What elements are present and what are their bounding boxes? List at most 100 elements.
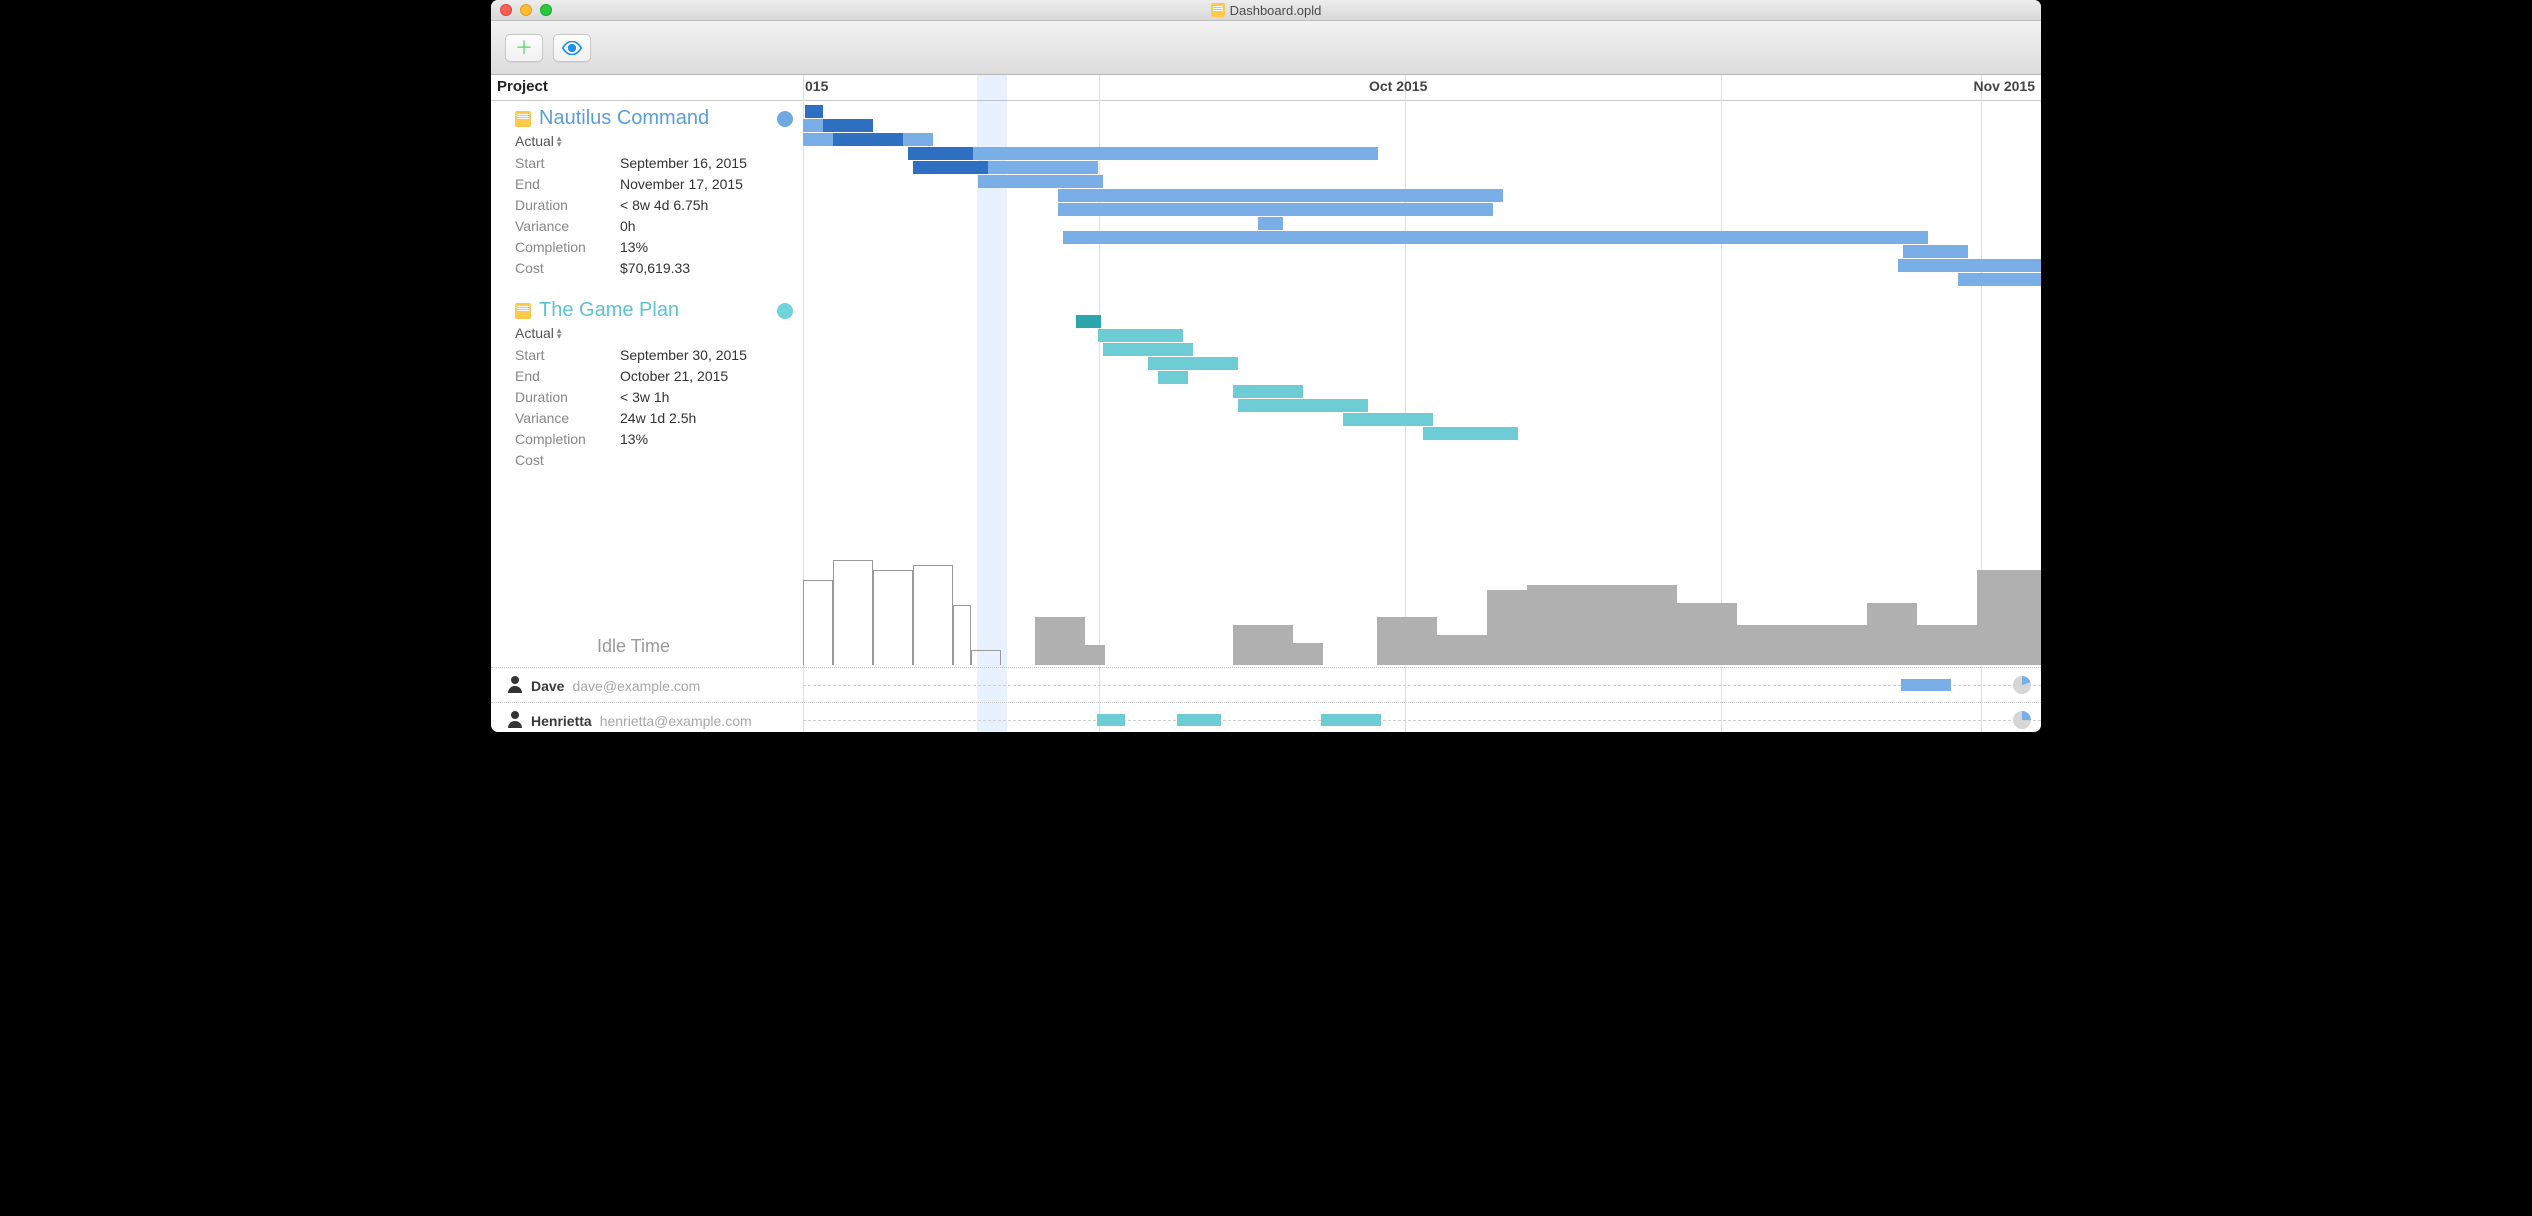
idle-bar	[1867, 603, 1917, 665]
field-row: EndNovember 17, 2015	[515, 174, 803, 195]
gantt-bar[interactable]	[1898, 259, 2041, 272]
field-value: September 30, 2015	[620, 345, 747, 366]
minimize-icon[interactable]	[520, 4, 532, 16]
project-name: The Game Plan	[539, 299, 679, 322]
person-info: Davedave@example.com	[507, 675, 787, 696]
field-label: Cost	[515, 450, 620, 471]
eye-icon	[562, 41, 582, 55]
field-row: Cost	[515, 450, 803, 471]
person-task-bar[interactable]	[1097, 714, 1125, 726]
gantt-bar[interactable]	[1098, 329, 1183, 342]
idle-time-label: Idle Time	[597, 636, 670, 657]
person-task-bar[interactable]	[1321, 714, 1381, 726]
field-value: October 21, 2015	[620, 366, 728, 387]
field-value: September 16, 2015	[620, 153, 747, 174]
person-timeline-baseline	[803, 685, 2041, 686]
field-label: Variance	[515, 216, 620, 237]
idle-outline-bar	[803, 580, 833, 665]
field-row: EndOctober 21, 2015	[515, 366, 803, 387]
field-row: Duration< 3w 1h	[515, 387, 803, 408]
gantt-bar[interactable]	[1903, 245, 1968, 258]
gantt-bar[interactable]	[1103, 343, 1193, 356]
project-column-header: Project	[497, 78, 548, 95]
idle-outline-bar	[873, 570, 913, 665]
project-block: Nautilus Command Actual▴▾ StartSeptember 1…	[491, 101, 803, 293]
person-icon	[507, 675, 523, 696]
project-status-dot	[777, 111, 793, 127]
idle-bar	[1035, 617, 1085, 665]
gantt-bar[interactable]	[1098, 147, 1378, 160]
person-email: dave@example.com	[572, 678, 700, 694]
gantt-bar[interactable]	[1148, 357, 1238, 370]
idle-bar	[1377, 617, 1437, 665]
field-value: < 8w 4d 6.75h	[620, 195, 708, 216]
field-row: Cost$70,619.33	[515, 258, 803, 279]
person-icon	[507, 710, 523, 731]
field-value: November 17, 2015	[620, 174, 743, 195]
project-status-dot	[777, 303, 793, 319]
person-row[interactable]: Davedave@example.com	[491, 667, 2041, 702]
titlebar[interactable]: Dashboard.opld	[491, 0, 2041, 21]
gantt-bar[interactable]	[1233, 385, 1303, 398]
gantt-bar[interactable]	[1076, 315, 1101, 328]
gantt-bar[interactable]	[1058, 189, 1503, 202]
project-icon	[515, 303, 531, 319]
field-label: Completion	[515, 429, 620, 450]
idle-bar	[1233, 625, 1293, 665]
gantt-bar[interactable]	[1068, 147, 1098, 160]
field-value: $70,619.33	[620, 258, 690, 279]
gantt-bar[interactable]	[1958, 273, 2041, 286]
document-icon	[1211, 3, 1225, 17]
field-label: Duration	[515, 195, 620, 216]
plus-icon: ＋	[515, 39, 533, 57]
project-block: The Game Plan Actual▴▾ StartSeptember 30, …	[491, 293, 803, 489]
gantt-bar[interactable]	[1238, 399, 1368, 412]
field-value: 0h	[620, 216, 636, 237]
idle-bar	[1527, 585, 1677, 665]
project-fields: StartSeptember 16, 2015EndNovember 17, 2…	[515, 153, 803, 279]
idle-time-chart	[803, 555, 2041, 665]
window-title: Dashboard.opld	[491, 3, 2041, 18]
window-title-text: Dashboard.opld	[1230, 3, 1322, 18]
idle-bar	[1917, 625, 1977, 665]
field-value: 24w 1d 2.5h	[620, 408, 696, 429]
idle-outline-bar	[913, 565, 953, 665]
gantt-bar[interactable]	[833, 133, 903, 146]
project-sidebar: Nautilus CommandActual▴▾StartSeptember 1…	[491, 101, 803, 489]
gantt-bar[interactable]	[1158, 371, 1188, 384]
window-controls	[500, 4, 552, 16]
gantt-bar[interactable]	[1058, 203, 1493, 216]
person-info: Henriettahenrietta@example.com	[507, 710, 787, 731]
gantt-bar[interactable]	[908, 147, 973, 160]
gantt-bar[interactable]	[1343, 413, 1433, 426]
zoom-icon[interactable]	[540, 4, 552, 16]
idle-time-section: Idle Time	[491, 555, 2041, 665]
gantt-bar[interactable]	[823, 119, 873, 132]
person-task-bar[interactable]	[1177, 714, 1221, 726]
close-icon[interactable]	[500, 4, 512, 16]
mode-selector[interactable]: Actual▴▾	[515, 325, 803, 341]
gantt-bar[interactable]	[1478, 427, 1518, 440]
gantt-bar[interactable]	[1063, 231, 1928, 244]
gantt-bar[interactable]	[805, 105, 823, 118]
project-title-row[interactable]: The Game Plan	[515, 299, 803, 322]
person-row[interactable]: Henriettahenrietta@example.com	[491, 702, 2041, 732]
toolbar: ＋	[491, 21, 2041, 75]
idle-outline-bar	[833, 560, 873, 665]
content-area: Project 015Oct 2015Nov 2015 Nautilus Com…	[491, 75, 2041, 732]
idle-bar	[1977, 570, 2041, 665]
gantt-bar[interactable]	[913, 161, 988, 174]
field-label: End	[515, 366, 620, 387]
mode-selector[interactable]: Actual▴▾	[515, 133, 803, 149]
idle-bar	[1293, 643, 1323, 665]
view-button[interactable]	[553, 34, 591, 62]
project-title-row[interactable]: Nautilus Command	[515, 107, 803, 130]
header-row: Project	[491, 75, 2041, 101]
field-label: Start	[515, 345, 620, 366]
field-value: 13%	[620, 237, 648, 258]
gantt-bar[interactable]	[978, 175, 1103, 188]
add-button[interactable]: ＋	[505, 34, 543, 62]
gantt-bar[interactable]	[1423, 427, 1483, 440]
person-task-bar[interactable]	[1901, 679, 1951, 691]
gantt-bar[interactable]	[1258, 217, 1283, 230]
